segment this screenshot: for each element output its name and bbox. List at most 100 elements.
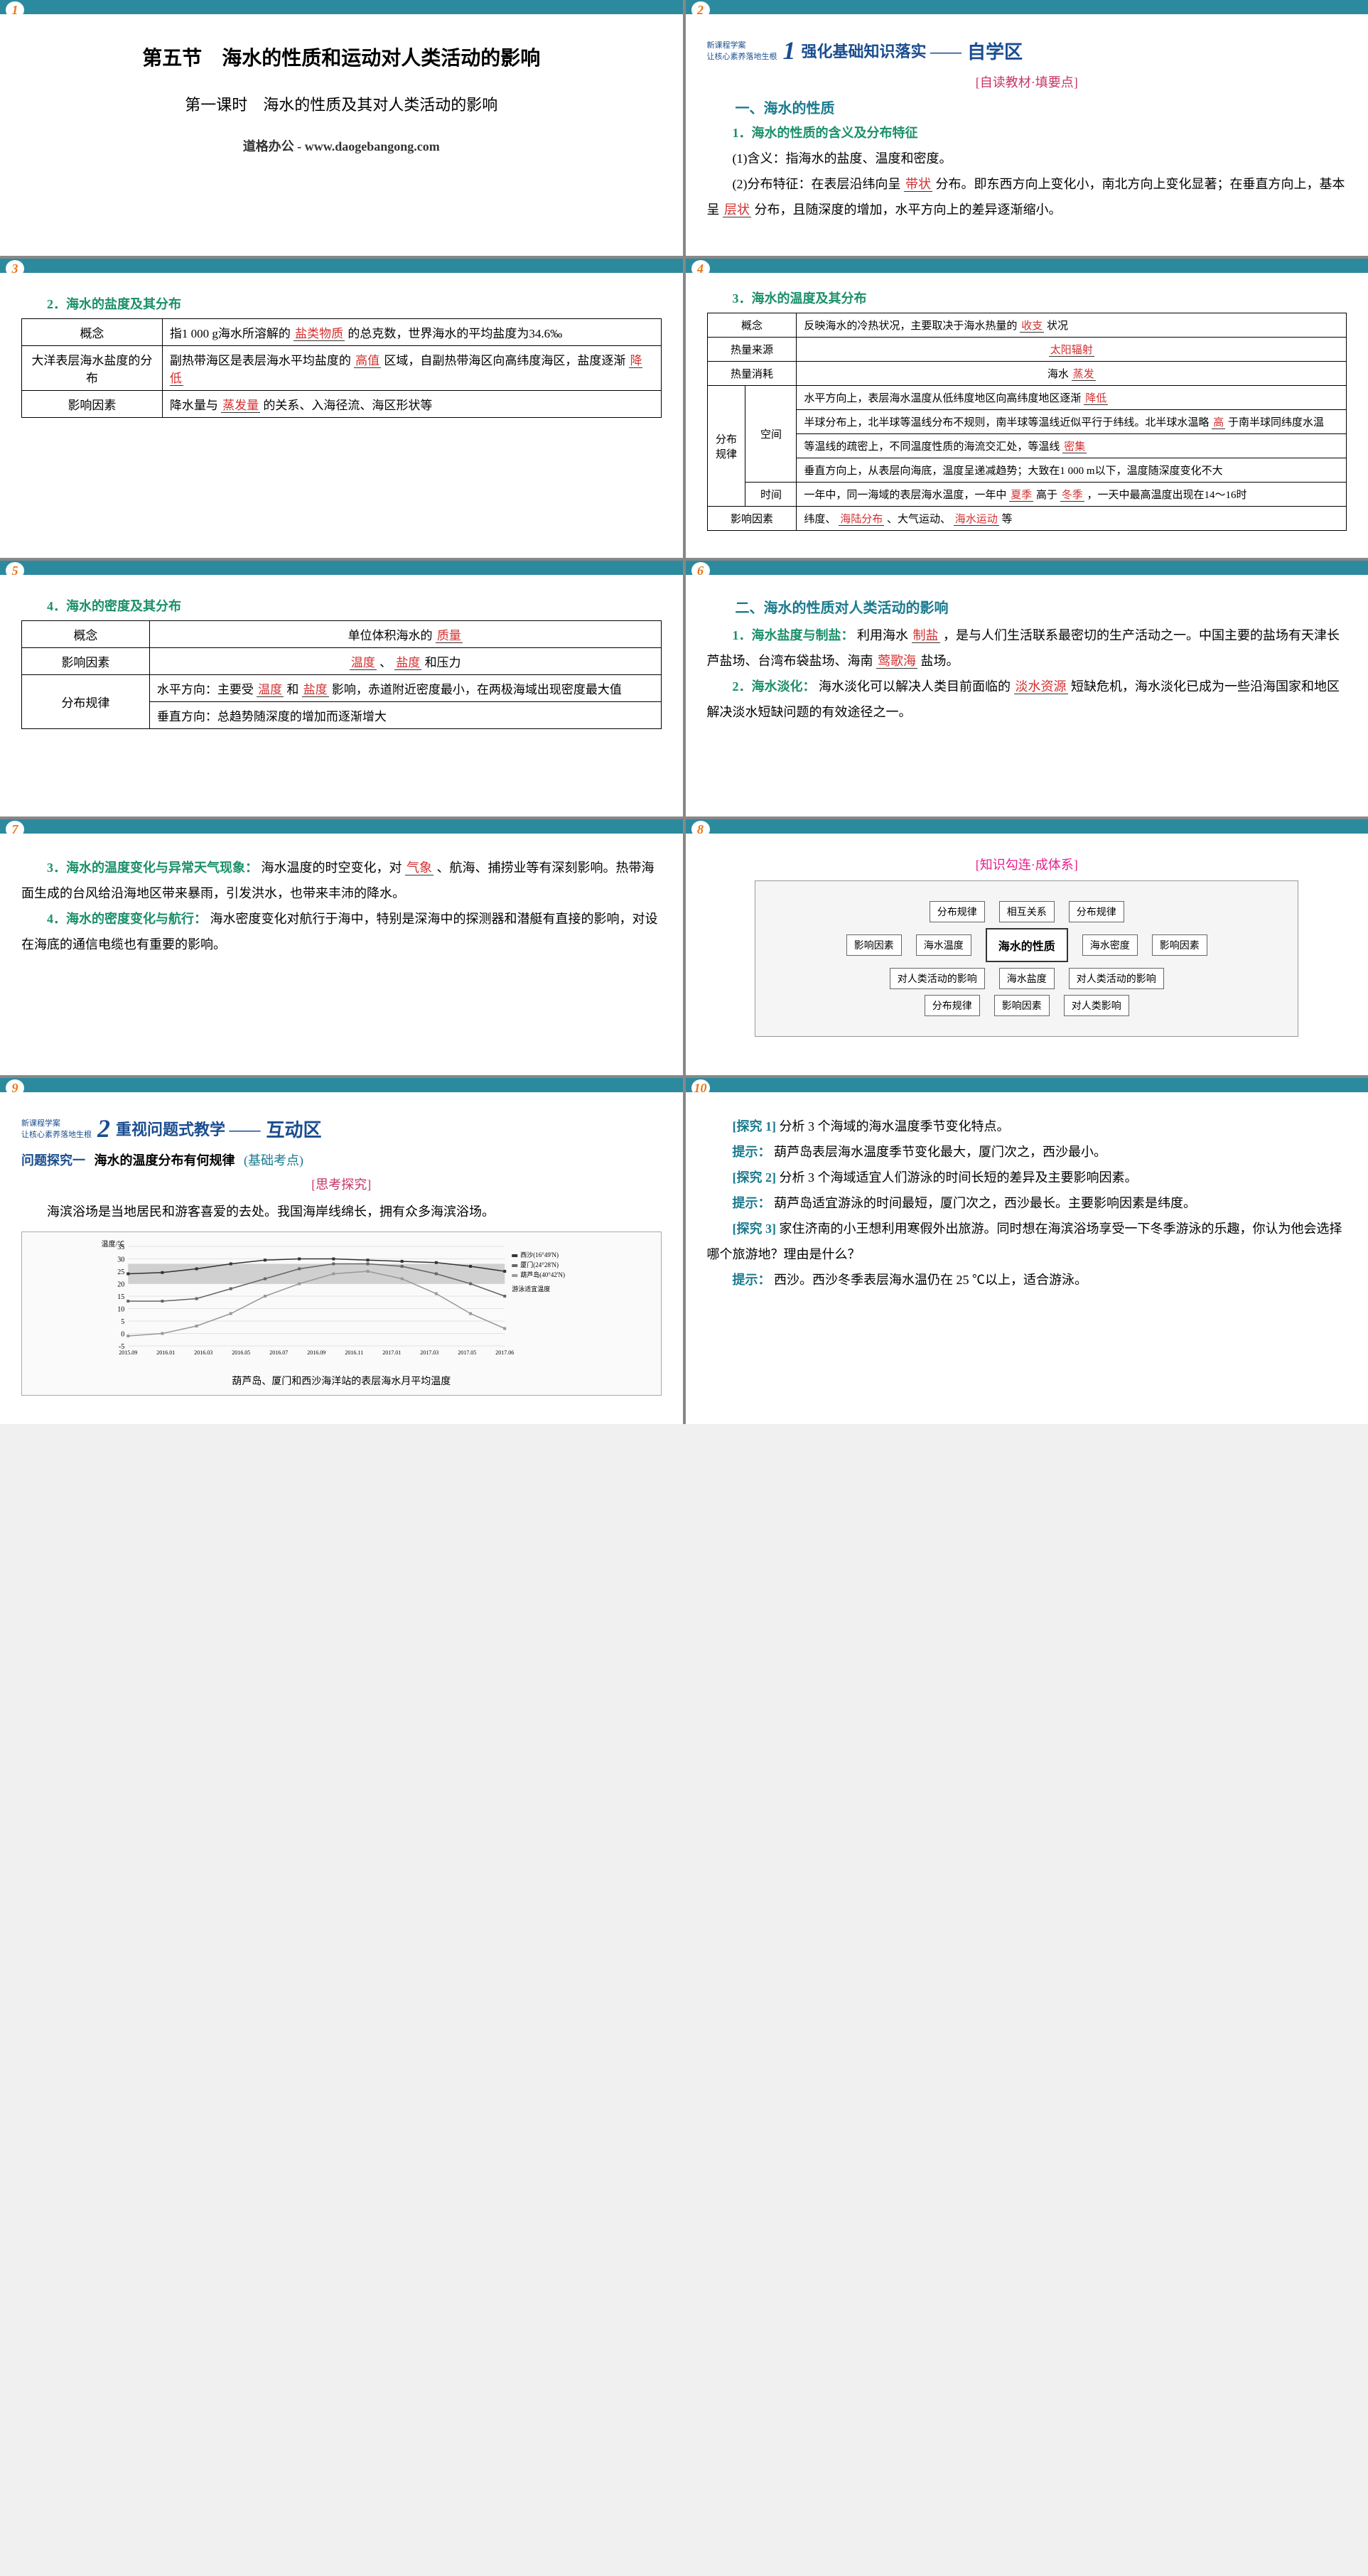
- text-span: 纬度、: [804, 514, 836, 525]
- fill-blank: 盐度: [394, 656, 421, 670]
- pink-subheader: [知识勾连·成体系]: [707, 855, 1347, 873]
- slide-2: 2 新课程学案 让核心素养落地生根 1 强化基础知识落实 —— 自学区 [自读教…: [686, 0, 1368, 256]
- inline-heading: 3．海水的温度变化与异常天气现象：: [47, 861, 258, 875]
- diagram-node: 对人类影响: [1064, 995, 1129, 1016]
- slide-number: 3: [6, 260, 24, 277]
- slide-header-bar: [0, 0, 683, 14]
- slide-9: 9 新课程学案 让核心素养落地生根 2 重视问题式教学 —— 互动区 问题探究一…: [0, 1078, 683, 1424]
- text-span: 于南半球同纬度水温: [1228, 417, 1324, 429]
- slide-header-bar: [686, 819, 1368, 834]
- banner-line1: 新课程学案: [707, 39, 777, 50]
- paragraph: 4．海水的密度变化与航行： 海水密度变化对航行于海中，特别是深海中的探测器和潜艇…: [21, 906, 662, 957]
- table-row: 影响因素 纬度、 海陆分布 、大气运动、 海水运动 等: [707, 507, 1347, 531]
- question-label: [探究 2]: [733, 1170, 777, 1185]
- question-block: [探究 1] 分析 3 个海域的海水温度季节变化特点。: [707, 1114, 1347, 1139]
- fill-blank: 收支: [1020, 320, 1044, 333]
- svg-text:葫芦岛(40°42'N): 葫芦岛(40°42'N): [520, 1271, 565, 1278]
- cell-label: 热量消耗: [707, 362, 797, 386]
- table-row: 概念 反映海水的冷热状况，主要取决于海水热量的 收支 状况: [707, 313, 1347, 338]
- diagram-node: 海水温度: [916, 934, 971, 956]
- svg-text:2017.06: 2017.06: [495, 1349, 514, 1356]
- fill-blank: 降低: [1084, 393, 1108, 405]
- answer-text: 葫芦岛适宜游泳的时间最短，厦门次之，西沙最长。主要影响因素是纬度。: [774, 1196, 1196, 1210]
- banner-tagline: 新课程学案 让核心素养落地生根: [21, 1117, 92, 1140]
- red-subheader: [自读教材·填要点]: [707, 72, 1347, 91]
- question-text: 分析 3 个海域适宜人们游泳的时间长短的差异及主要影响因素。: [780, 1170, 1138, 1185]
- banner-tagline: 新课程学案 让核心素养落地生根: [707, 39, 777, 62]
- fill-blank: 高值: [354, 354, 381, 368]
- temperature-chart: -505101520253035温度/℃2015.092016.012016.0…: [21, 1232, 662, 1396]
- fill-blank: 淡水资源: [1014, 679, 1068, 694]
- banner-number: 2: [97, 1114, 110, 1143]
- text-span: 海水: [1047, 369, 1069, 380]
- slide-10: 10 [探究 1] 分析 3 个海域的海水温度季节变化特点。 提示： 葫芦岛表层…: [686, 1078, 1368, 1424]
- slide-number: 5: [6, 562, 24, 579]
- slide-number: 8: [691, 821, 710, 838]
- diagram-node: 影响因素: [994, 995, 1050, 1016]
- slide-5: 5 4．海水的密度及其分布 概念 单位体积海水的 质量 影响因素 温度 、 盐度…: [0, 561, 683, 817]
- text-span: 等: [1001, 514, 1012, 525]
- cell-content: 纬度、 海陆分布 、大气运动、 海水运动 等: [797, 507, 1347, 531]
- cell-content: 海水 蒸发: [797, 362, 1347, 386]
- text-span: 和: [286, 683, 298, 696]
- fill-blank: 质量: [436, 629, 463, 643]
- cell-content: 水平方向：主要受 温度 和 盐度 影响，赤道附近密度最小，在两极海域出现密度最大…: [149, 675, 661, 702]
- question-text: 分析 3 个海域的海水温度季节变化特点。: [780, 1119, 1010, 1133]
- text-span: (2)分布特征：在表层沿纬向呈: [733, 177, 901, 191]
- banner-line2: 让核心素养落地生根: [707, 50, 777, 62]
- svg-text:5: 5: [121, 1318, 124, 1326]
- banner-suffix: 互动区: [266, 1116, 322, 1142]
- fill-blank: 太阳辐射: [1049, 345, 1094, 357]
- svg-text:厦门(24°28'N): 厦门(24°28'N): [520, 1261, 559, 1268]
- answer-text: 西沙。西沙冬季表层海水温仍在 25 ℃以上，适合游泳。: [774, 1273, 1087, 1287]
- table-row: 时间 一年中，同一海域的表层海水温度，一年中 夏季 高于 冬季 ，一天中最高温度…: [707, 483, 1347, 507]
- cell-content: 反映海水的冷热状况，主要取决于海水热量的 收支 状况: [797, 313, 1347, 338]
- slide-number: 4: [691, 260, 710, 277]
- text-span: 的关系、入海径流、海区形状等: [263, 399, 432, 412]
- banner-title: 重视问题式教学 ——: [116, 1117, 261, 1140]
- answer-block: 提示： 葫芦岛适宜游泳的时间最短，厦门次之，西沙最长。主要影响因素是纬度。: [707, 1190, 1347, 1216]
- diagram-node: 海水盐度: [999, 968, 1055, 989]
- fill-blank: 高: [1212, 417, 1225, 429]
- density-table: 概念 单位体积海水的 质量 影响因素 温度 、 盐度 和压力 分布规律 水平方向…: [21, 620, 662, 729]
- slide-header-bar: [686, 0, 1368, 14]
- cell-content: 副热带海区是表层海水平均盐度的 高值 区域，自副热带海区向高纬度海区，盐度逐渐 …: [162, 346, 661, 391]
- cell-content: 垂直方向上，从表层向海底，温度呈递减趋势；大致在1 000 m以下，温度随深度变…: [797, 458, 1347, 483]
- cell-content: 温度 、 盐度 和压力: [149, 648, 661, 675]
- text-span: 、大气运动、: [887, 514, 951, 525]
- table-row: 热量来源 太阳辐射: [707, 338, 1347, 362]
- temperature-table: 概念 反映海水的冷热状况，主要取决于海水热量的 收支 状况 热量来源 太阳辐射 …: [707, 313, 1347, 531]
- diagram-node: 分布规律: [930, 901, 985, 922]
- text-span: 高于: [1036, 490, 1057, 501]
- text-span: 水平方向：主要受: [157, 683, 254, 696]
- paragraph: 1．海水盐度与制盐： 利用海水 制盐 ，是与人们生活联系最密切的生产活动之一。中…: [707, 623, 1347, 674]
- question-block: [探究 3] 家住济南的小王想利用寒假外出旅游。同时想在海滨浴场享受一下冬季游泳…: [707, 1216, 1347, 1267]
- svg-text:2017.05: 2017.05: [458, 1349, 476, 1356]
- text-span: 降水量与: [170, 399, 218, 412]
- text-span: 、: [379, 656, 392, 669]
- text-span: 一年中，同一海域的表层海水温度，一年中: [804, 490, 1006, 501]
- cell-content: 降水量与 蒸发量 的关系、入海径流、海区形状等: [162, 391, 661, 418]
- text-span: 影响，赤道附近密度最小，在两极海域出现密度最大值: [332, 683, 622, 696]
- slide-number: 2: [691, 1, 710, 18]
- table-row: 影响因素 温度 、 盐度 和压力: [22, 648, 662, 675]
- red-subheader: [思考探究]: [21, 1175, 662, 1193]
- svg-text:2015.09: 2015.09: [119, 1349, 137, 1356]
- diagram-node: 影响因素: [846, 934, 902, 956]
- svg-text:0: 0: [121, 1331, 124, 1339]
- section-banner: 新课程学案 让核心素养落地生根 1 强化基础知识落实 —— 自学区: [707, 36, 1347, 65]
- cell-label: 影响因素: [22, 391, 163, 418]
- question-label: [探究 1]: [733, 1119, 777, 1133]
- svg-text:25: 25: [117, 1268, 124, 1276]
- table-row: 等温线的疏密上，不同温度性质的海流交汇处，等温线 密集: [707, 434, 1347, 458]
- cell-label: 时间: [745, 483, 797, 507]
- svg-text:10: 10: [117, 1306, 124, 1314]
- topic-text: 海水的温度分布有何规律: [95, 1153, 235, 1168]
- table-row: 半球分布上，北半球等温线分布不规则，南半球等温线近似平行于纬线。北半球水温略 高…: [707, 410, 1347, 434]
- svg-text:2016.05: 2016.05: [232, 1349, 250, 1356]
- svg-text:2016.07: 2016.07: [269, 1349, 288, 1356]
- heading-level1: 二、海水的性质对人类活动的影响: [707, 596, 1347, 617]
- slide-1: 1 第五节 海水的性质和运动对人类活动的影响 第一课时 海水的性质及其对人类活动…: [0, 0, 683, 256]
- banner-suffix: 自学区: [967, 38, 1023, 64]
- table-row: 分布规律 水平方向：主要受 温度 和 盐度 影响，赤道附近密度最小，在两极海域出…: [22, 675, 662, 702]
